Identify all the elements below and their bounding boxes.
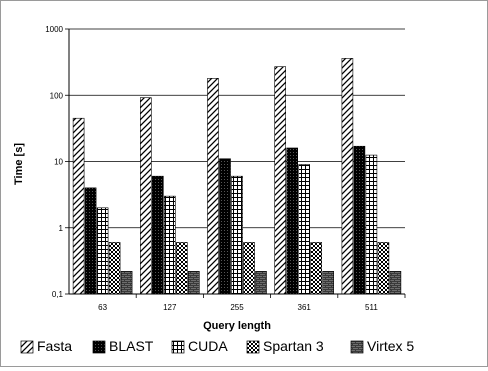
x-tick-label: 63 <box>98 303 107 312</box>
tick-labels: 0,1 1 10 100 1000 63 127 255 361 511 <box>45 25 378 312</box>
bar <box>96 207 109 295</box>
legend-label: CUDA <box>188 338 228 354</box>
legend-label: Virtex 5 <box>367 338 414 354</box>
bar <box>207 78 219 295</box>
x-tick-label: 511 <box>365 303 378 312</box>
bar <box>286 147 299 295</box>
bar <box>243 242 255 295</box>
axes <box>65 28 406 298</box>
y-tick-label: 1000 <box>45 25 63 34</box>
x-axis-label: Query length <box>203 320 271 332</box>
bar <box>322 271 335 295</box>
y-axis-label: Time [s] <box>13 143 25 185</box>
legend-swatch <box>350 340 364 354</box>
bars <box>72 58 402 295</box>
x-tick-label: 361 <box>298 303 312 312</box>
bar <box>219 158 231 295</box>
chart: 0,1 1 10 100 1000 63 127 255 361 511 Time [s] Que… <box>13 25 414 354</box>
bar <box>188 271 200 295</box>
bar <box>152 175 164 295</box>
legend-label: BLAST <box>109 338 154 354</box>
bar <box>377 242 390 295</box>
bar <box>274 66 287 295</box>
legend-label: Spartan 3 <box>263 338 324 354</box>
legend-swatch <box>92 340 106 354</box>
bar <box>389 271 402 295</box>
legend-swatch <box>246 340 260 354</box>
legend-swatch <box>20 340 34 354</box>
bar <box>176 242 188 295</box>
legend-label: Fasta <box>37 338 72 354</box>
bar <box>310 242 323 295</box>
x-tick-label: 127 <box>163 303 177 312</box>
bar <box>365 154 378 295</box>
bar <box>72 117 85 295</box>
legend-swatch <box>171 340 185 354</box>
bar <box>108 242 121 295</box>
bar <box>84 187 97 295</box>
bar <box>255 271 267 295</box>
y-tick-label: 1 <box>59 224 64 233</box>
x-tick-label: 255 <box>230 303 244 312</box>
bar <box>353 145 366 295</box>
y-tick-label: 100 <box>50 91 64 100</box>
bar <box>298 164 311 295</box>
y-tick-label: 10 <box>54 158 63 167</box>
bar <box>140 97 152 295</box>
bar <box>231 175 243 295</box>
bar <box>120 271 133 295</box>
y-tick-label: 0,1 <box>52 290 64 299</box>
bar <box>164 195 176 295</box>
bar <box>341 58 354 295</box>
legend: Fasta BLAST CUDA Spartan 3 Virtex 5 <box>20 338 414 354</box>
